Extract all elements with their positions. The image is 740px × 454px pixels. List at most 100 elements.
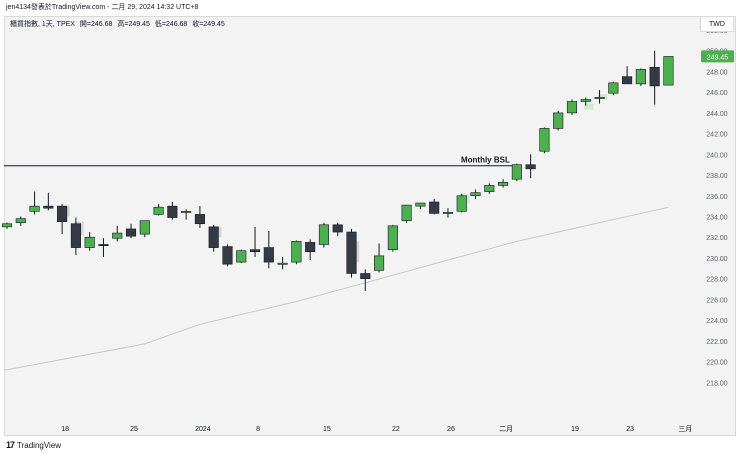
x-tick-label: 三月 [678, 425, 692, 433]
candle-body [249, 249, 261, 253]
candle [305, 239, 316, 261]
y-tick-label: 240.00 [706, 152, 728, 159]
candle-body [594, 97, 605, 99]
candle-body [553, 112, 564, 129]
candle-body [1, 223, 13, 228]
candle-body [442, 212, 454, 214]
y-tick-label: 248.00 [706, 69, 728, 76]
y-tick-label: 230.00 [706, 256, 728, 263]
footer-brand-label: TradingView [17, 440, 62, 450]
x-tick-label: 2024 [195, 426, 211, 433]
legend-symbol: 櫃買指數, 1天, TPEX [10, 21, 75, 28]
x-tick-label: 22 [392, 426, 400, 433]
x-tick-label: 26 [447, 426, 455, 433]
currency-selector[interactable]: TWD [700, 16, 734, 32]
y-tick-label: 234.00 [706, 215, 728, 222]
ohlc-legend: 櫃買指數, 1天, TPEX 開=246.68 高=249.45 低=246.6… [10, 19, 228, 29]
last-price-label: 249.45 [707, 54, 729, 61]
candle [15, 216, 26, 226]
ghost-candle [584, 103, 594, 110]
candle [415, 202, 426, 210]
candle-body [29, 205, 40, 212]
candle-body [139, 220, 150, 235]
candle [112, 225, 123, 242]
footer-brand[interactable]: 17 TradingView [6, 440, 61, 450]
candle-body [511, 164, 522, 180]
candle [456, 193, 467, 213]
y-tick-label: 228.00 [706, 277, 728, 284]
candle [511, 163, 522, 182]
candle-body [291, 241, 302, 263]
x-tick-label: 二月 [499, 425, 513, 433]
candle-body [622, 76, 633, 85]
candle [153, 204, 164, 216]
x-tick-label: 15 [323, 426, 331, 433]
candle-body [236, 250, 247, 263]
candle [580, 97, 591, 106]
x-tick-label: 25 [130, 426, 138, 433]
candle [470, 189, 481, 199]
y-tick-label: 236.00 [706, 194, 728, 201]
y-tick-label: 224.00 [706, 318, 728, 325]
candle [484, 183, 495, 194]
candle [29, 191, 40, 215]
candle-body [580, 99, 591, 102]
candle-body [15, 218, 26, 224]
candle [181, 209, 192, 220]
tradingview-logo-icon: 17 [6, 440, 15, 450]
x-tick-label: 8 [256, 426, 260, 433]
x-tick-label: 23 [626, 426, 634, 433]
candle-body [263, 247, 274, 263]
legend-high: 高=249.45 [117, 21, 150, 28]
candle [43, 192, 54, 211]
legend-open: 開=246.68 [79, 21, 113, 28]
candle-body [346, 231, 357, 274]
candle [84, 232, 95, 251]
candle-body [167, 205, 178, 218]
candle-body [649, 67, 660, 87]
candle-body [305, 242, 316, 253]
candle [635, 68, 646, 86]
y-tick-label: 246.00 [706, 90, 728, 97]
candle [57, 204, 68, 235]
candle-body [635, 69, 646, 85]
candle [208, 224, 219, 252]
y-tick-label: 232.00 [706, 235, 728, 242]
candle-body [401, 204, 412, 221]
candle-body [222, 246, 233, 265]
candle-body [566, 101, 578, 114]
candle-body [539, 128, 550, 152]
candle-body [374, 255, 385, 271]
moving-average-line [4, 206, 669, 371]
y-tick-label: 238.00 [706, 173, 728, 180]
candle [594, 90, 605, 104]
currency-label: TWD [709, 20, 725, 28]
candle [332, 222, 343, 237]
candle [360, 269, 371, 292]
last-price-tag [701, 50, 734, 63]
candle-body [484, 185, 495, 192]
candle-body [112, 232, 123, 239]
candle-body [387, 225, 398, 250]
y-tick-label: 244.00 [706, 111, 728, 118]
candle [374, 243, 385, 273]
candle [401, 204, 412, 223]
candle-body [415, 202, 426, 207]
candle-body [43, 205, 54, 209]
legend-low: 低=246.68 [154, 21, 188, 28]
candle-body [277, 262, 288, 265]
candle [222, 244, 233, 267]
candle [125, 223, 137, 239]
candle-body [498, 182, 509, 186]
candle [236, 249, 247, 264]
y-tick-label: 226.00 [706, 297, 728, 304]
candle [498, 179, 509, 188]
candle [277, 256, 288, 270]
candle-body [663, 56, 674, 86]
candle [346, 228, 357, 278]
ghost-candle [597, 94, 608, 100]
candle-body [332, 224, 343, 233]
candle [318, 222, 329, 248]
candle [194, 206, 205, 228]
